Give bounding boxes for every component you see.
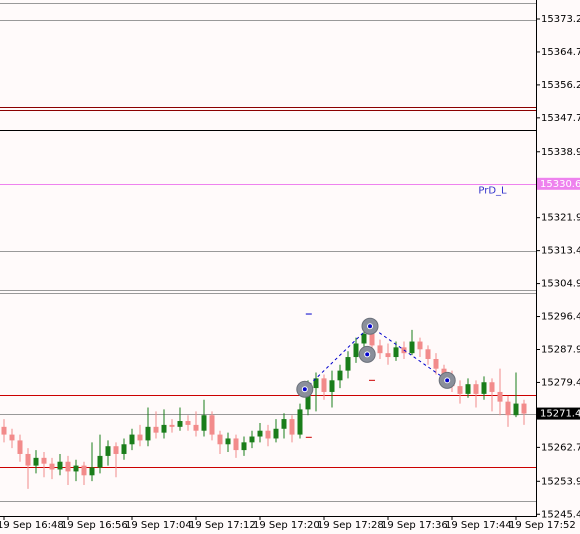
- candle-body: [105, 446, 111, 456]
- candle-body: [521, 403, 527, 414]
- candle-body: [161, 424, 167, 433]
- price-label: 15330.69: [540, 179, 580, 190]
- y-tick-label: 15347.70: [541, 113, 580, 124]
- candle-body: [385, 353, 391, 358]
- candle-body: [281, 419, 287, 429]
- y-tick-label: 15338.95: [541, 147, 580, 158]
- candle-body: [201, 415, 207, 431]
- trade-marker-dot: [301, 386, 308, 393]
- candle-body: [153, 426, 159, 433]
- candle-body: [297, 409, 303, 435]
- candle-body: [121, 444, 127, 454]
- candle-body: [185, 421, 191, 425]
- candle-body: [73, 465, 79, 472]
- y-tick-label: 15262.70: [541, 442, 580, 453]
- x-tick-label: 19 Sep 17:52: [509, 520, 576, 531]
- candle-body: [89, 467, 95, 476]
- candle-body: [177, 421, 183, 427]
- candle-body: [81, 465, 87, 476]
- candle-body: [377, 345, 383, 354]
- candle-body: [9, 434, 15, 441]
- candle-body: [345, 357, 351, 371]
- candle-body: [489, 382, 495, 392]
- price-label: 15271.42: [540, 409, 580, 420]
- candle-body: [313, 378, 319, 389]
- candle-body: [137, 434, 143, 441]
- candle-body: [97, 455, 103, 468]
- x-tick-label: 19 Sep 17:44: [445, 520, 512, 531]
- candle-body: [25, 453, 31, 466]
- candle-body: [217, 434, 223, 445]
- candle-body: [425, 349, 431, 359]
- candle-body: [145, 426, 151, 441]
- annotation: PrD_L: [478, 186, 507, 197]
- candle-body: [369, 333, 375, 346]
- y-tick-label: 15356.20: [541, 80, 580, 91]
- candle-body: [57, 461, 63, 470]
- candle-body: [513, 403, 519, 416]
- candle-body: [241, 442, 247, 451]
- trade-marker-dot: [444, 377, 451, 384]
- candle-body: [497, 391, 503, 402]
- candle-body: [417, 341, 423, 350]
- candle-body: [65, 461, 71, 472]
- candle-body: [393, 347, 399, 358]
- candle-body: [129, 434, 135, 445]
- candle-body: [265, 430, 271, 439]
- candle-body: [337, 370, 343, 381]
- x-tick-label: 19 Sep 16:48: [0, 520, 64, 531]
- candle-body: [465, 384, 471, 394]
- candle-body: [409, 341, 415, 354]
- y-tick-label: 15304.95: [541, 279, 580, 290]
- candle-body: [481, 382, 487, 394]
- candle-body: [361, 333, 367, 344]
- candle-body: [41, 457, 47, 464]
- candle-body: [353, 343, 359, 358]
- y-tick-label: 15279.45: [541, 377, 580, 388]
- y-tick-label: 15364.70: [541, 47, 580, 58]
- candle-body: [321, 378, 327, 392]
- x-tick-label: 19 Sep 17:28: [317, 520, 384, 531]
- candle-body: [433, 358, 439, 369]
- candle-body: [209, 415, 215, 435]
- candle-body: [169, 424, 175, 427]
- candle-body: [273, 428, 279, 439]
- price-label-box: [537, 177, 580, 190]
- candle-body: [249, 436, 255, 443]
- x-tick-label: 19 Sep 17:12: [189, 520, 256, 531]
- x-tick-label: 19 Sep 17:20: [253, 520, 320, 531]
- candle-body: [233, 438, 239, 451]
- candle-body: [505, 401, 511, 416]
- candle-body: [289, 419, 295, 435]
- trade-marker-dot: [367, 323, 373, 330]
- y-tick-label: 15287.95: [541, 344, 580, 355]
- candle-body: [225, 438, 231, 445]
- price-label-box: [537, 407, 580, 420]
- y-tick-label: 15321.95: [541, 213, 580, 224]
- candle-body: [329, 380, 335, 392]
- y-tick-label: 15253.95: [541, 476, 580, 487]
- candle-body: [193, 424, 199, 431]
- trade-marker-dot: [364, 351, 371, 358]
- candle-body: [17, 440, 23, 454]
- x-tick-label: 19 Sep 16:56: [61, 520, 128, 531]
- y-tick-label: 15296.45: [541, 312, 580, 323]
- y-tick-label: 15373.20: [541, 14, 580, 25]
- y-tick-label: 15313.45: [541, 246, 580, 257]
- candle-body: [257, 430, 263, 437]
- candle-body: [457, 386, 463, 394]
- candle-body: [113, 446, 119, 454]
- y-tick-label: 15245.45: [541, 509, 580, 520]
- candle-body: [305, 388, 311, 410]
- candle-body: [33, 457, 39, 466]
- candle-body: [473, 384, 479, 394]
- x-tick-label: 19 Sep 17:36: [381, 520, 448, 531]
- candle-body: [49, 463, 55, 470]
- x-tick-label: 19 Sep 17:04: [125, 520, 192, 531]
- candle-body: [1, 426, 7, 435]
